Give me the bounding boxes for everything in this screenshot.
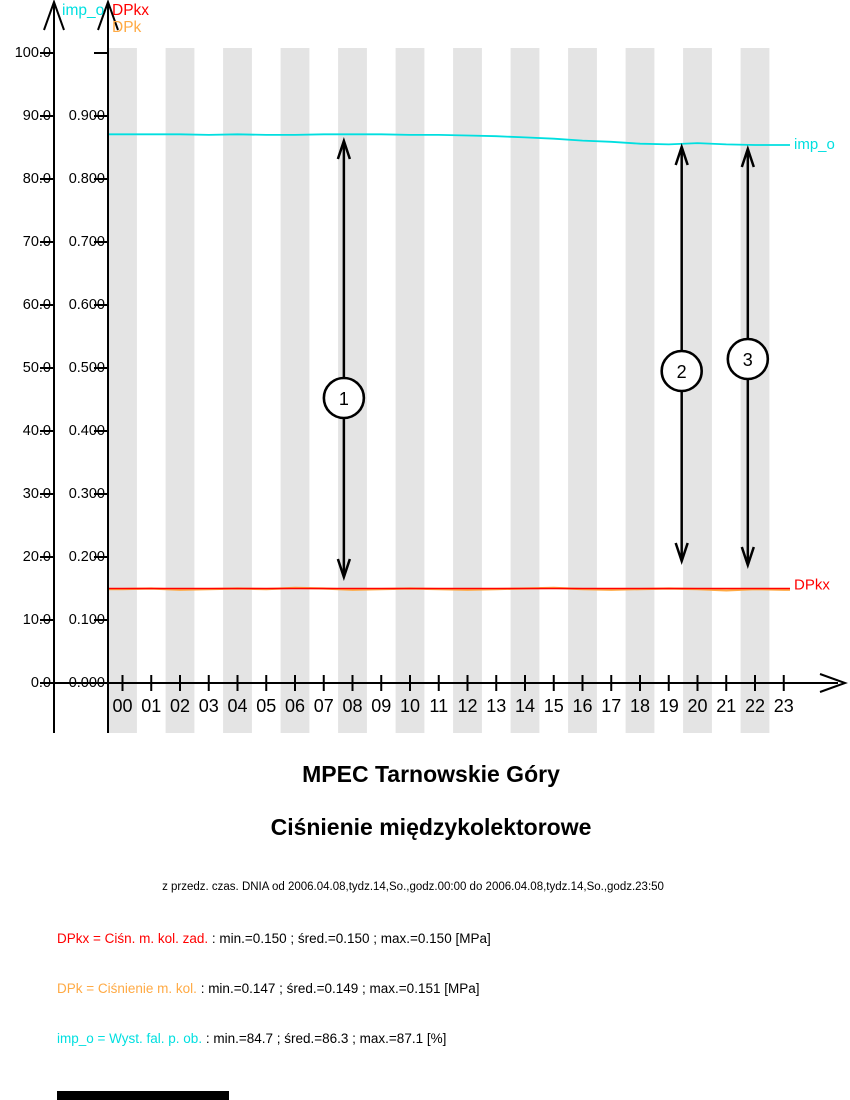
- DPkx-end-label: DPkx: [794, 576, 830, 593]
- hour-label: 09: [371, 696, 391, 716]
- imp_o-line: [109, 133, 790, 146]
- hour-label: 02: [170, 696, 190, 716]
- hour-label: 05: [256, 696, 276, 716]
- hour-label: 22: [745, 696, 765, 716]
- hour-label: 16: [572, 696, 592, 716]
- footer-bar: [57, 1091, 229, 1100]
- y-axis-ticks: 0.0 0.000 10.0 0.100 20.0 0.200 30.0 0.300 40.0 0…: [15, 45, 108, 691]
- hour-label: 18: [630, 696, 650, 716]
- left-tick-label: 30.0: [23, 486, 51, 502]
- hour-label: 20: [687, 696, 707, 716]
- left-tick-label: 10.0: [23, 612, 51, 628]
- hour-label: 00: [112, 696, 132, 716]
- annotation-circle: [660, 349, 703, 393]
- hour-label: 01: [141, 696, 161, 716]
- hour-label: 15: [544, 696, 564, 716]
- hour-band: [740, 48, 770, 733]
- hour-band: [395, 48, 425, 733]
- left-tick-label: 0.0: [31, 675, 51, 691]
- left-axis-arrow-icon: [43, 0, 65, 31]
- inner-tick-label: 0.000: [69, 675, 105, 691]
- trend-chart: 0.0 0.000 10.0 0.100 20.0 0.200 30.0 0.300 40.0 0…: [15, 0, 848, 733]
- inner-tick-label: 0.600: [69, 297, 105, 313]
- legend-row-imp_o: imp_o = Wyst. fal. p. ob. : min.=84.7 ; …: [57, 1031, 446, 1046]
- left-tick-label: 20.0: [23, 549, 51, 565]
- x-axis-ticks: 00 01 02 03 04 05 06 07 08 09 10 11 12 13 14 15 16 17 18 19…: [112, 675, 794, 716]
- annotation-number: 1: [339, 389, 349, 409]
- left-tick-label: 100.0: [15, 45, 51, 61]
- annotation-number: 3: [743, 350, 753, 370]
- hour-label: 19: [659, 696, 679, 716]
- hour-label: 12: [457, 696, 477, 716]
- legend-row-DPkx: DPkx = Ciśn. m. kol. zad. : min.=0.150 ;…: [57, 931, 491, 946]
- inner-axis-arrow-icon: [97, 0, 119, 31]
- hour-label: 13: [486, 696, 506, 716]
- hour-label: 07: [314, 696, 334, 716]
- time-range-caption: z przedz. czas. DNIA od 2006.04.08,tydz.…: [162, 881, 664, 893]
- annotation-circle: [726, 337, 770, 381]
- left-tick-label: 60.0: [23, 297, 51, 313]
- legend-series-stats: : min.=0.150 ; śred.=0.150 ; max.=0.150 …: [208, 931, 491, 946]
- inner-axis-title-DPkx: DPkx: [112, 2, 149, 19]
- inner-tick-label: 0.500: [69, 360, 105, 376]
- hour-band: [510, 48, 540, 733]
- legend-series-name: DPk = Ciśnienie m. kol.: [57, 981, 197, 996]
- hour-band: [223, 48, 252, 733]
- legend-series-stats: : min.=84.7 ; śred.=86.3 ; max.=87.1 [%]: [202, 1031, 447, 1046]
- legend-series-name: imp_o = Wyst. fal. p. ob.: [57, 1031, 203, 1046]
- annotation-arrow-1: 1: [322, 137, 366, 581]
- legend-series-name: DPkx = Ciśn. m. kol. zad.: [57, 931, 209, 946]
- hour-band: [625, 48, 655, 733]
- hour-label: 17: [601, 696, 621, 716]
- report-subtitle: Ciśnienie międzykolektorowe: [270, 814, 592, 840]
- inner-tick-label: 0.300: [69, 486, 105, 502]
- inner-tick-label: 0.900: [69, 108, 105, 124]
- axes: [40, 0, 848, 733]
- hour-band: [453, 48, 482, 733]
- hour-band: [568, 48, 597, 733]
- left-tick-label: 90.0: [23, 108, 51, 124]
- imp_o-end-label: imp_o: [794, 136, 835, 153]
- hour-label: 03: [199, 696, 219, 716]
- hour-band: [108, 48, 137, 733]
- hour-band: [165, 48, 195, 733]
- inner-tick-label: 0.400: [69, 423, 105, 439]
- left-tick-label: 40.0: [23, 423, 51, 439]
- legend-row-DPk: DPk = Ciśnienie m. kol. : min.=0.147 ; ś…: [57, 981, 479, 996]
- annotation-arrow-2: 2: [660, 143, 703, 565]
- hour-band: [280, 48, 310, 733]
- inner-tick-label: 0.100: [69, 612, 105, 628]
- inner-tick-label: 0.700: [69, 234, 105, 250]
- inner-tick-label: 0.200: [69, 549, 105, 565]
- annotation-arrow-3: 3: [726, 145, 770, 569]
- left-tick-label: 70.0: [23, 234, 51, 250]
- hour-label: 14: [515, 696, 535, 716]
- annotation-circle: [322, 376, 366, 420]
- hour-label: 23: [774, 696, 794, 716]
- annotation-number: 2: [677, 362, 687, 382]
- hour-label: 21: [716, 696, 736, 716]
- left-tick-label: 80.0: [23, 171, 51, 187]
- shaded-hour-bands: [108, 48, 770, 733]
- left-axis-title: imp_o: [62, 2, 104, 19]
- hour-label: 04: [227, 696, 247, 716]
- report-title: MPEC Tarnowskie Góry: [302, 761, 560, 787]
- hour-label: 08: [342, 696, 362, 716]
- hour-label: 10: [400, 696, 420, 716]
- left-tick-label: 50.0: [23, 360, 51, 376]
- hour-label: 11: [429, 696, 448, 716]
- inner-axis-title-DPk: DPk: [112, 19, 142, 36]
- legend-series-stats: : min.=0.147 ; śred.=0.149 ; max.=0.151 …: [196, 981, 480, 996]
- hour-label: 06: [285, 696, 305, 716]
- x-axis-arrow-icon: [819, 673, 848, 693]
- inner-tick-label: 0.800: [69, 171, 105, 187]
